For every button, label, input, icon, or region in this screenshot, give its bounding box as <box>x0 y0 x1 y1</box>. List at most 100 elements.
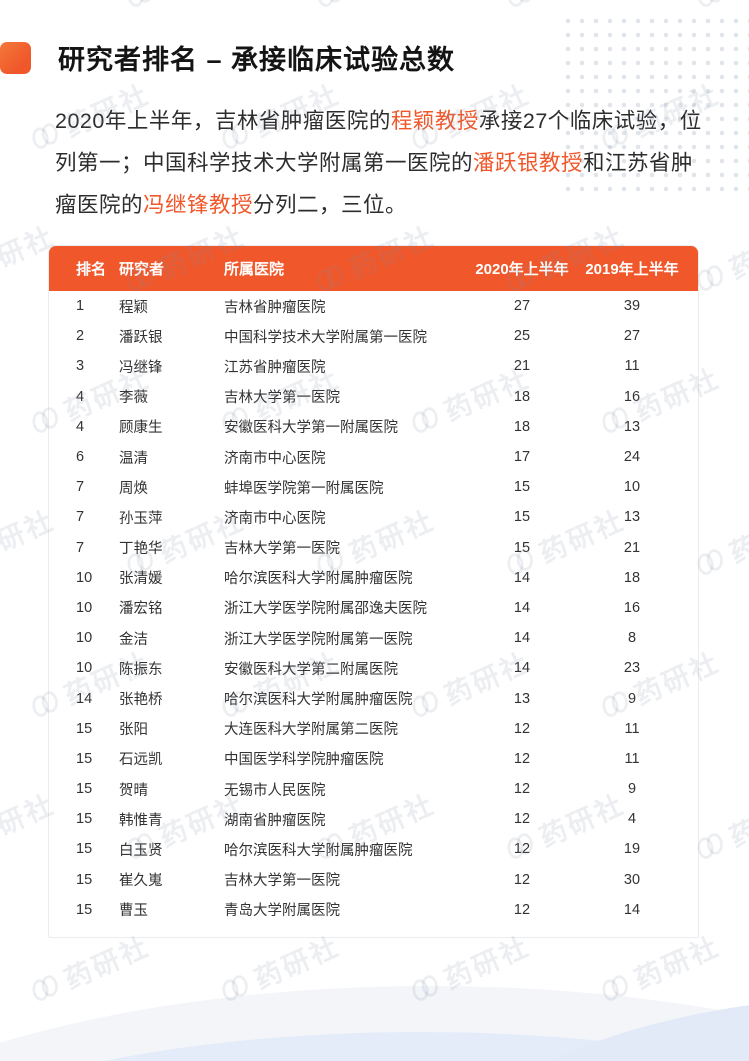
researcher-cell: 韩惟青 <box>119 812 163 829</box>
count-2019-cell: 24 <box>623 449 641 466</box>
count-2019-cell: 9 <box>627 690 637 707</box>
researcher-cell: 金洁 <box>119 631 148 648</box>
rank-cell: 4 <box>76 388 85 405</box>
count-2020-cell: 15 <box>513 539 531 556</box>
brand-logo-icon <box>127 0 153 7</box>
hospital-cell: 吉林省肿瘤医院 <box>224 299 326 316</box>
column-header-researcher: 研究者 <box>119 261 165 278</box>
rank-cell: 15 <box>76 841 93 858</box>
intro-text-segment: 分列二，三位。 <box>253 193 408 217</box>
count-2020-cell: 21 <box>513 358 531 375</box>
researcher-cell: 潘宏铭 <box>119 601 163 618</box>
count-2019-cell: 18 <box>623 569 641 586</box>
count-2020-cell: 12 <box>513 750 531 767</box>
hospital-cell: 浙江大学医学院附属第一医院 <box>224 631 413 648</box>
table-row: 3 冯继锋 江苏省肿瘤医院 21 11 <box>49 351 698 381</box>
count-2020-cell: 14 <box>513 660 531 677</box>
table-row: 15 石远凯 中国医学科学院肿瘤医院 12 11 <box>49 744 698 774</box>
intro-text-segment: 承接27个临床试验，位列第一；中国科学技术大学附属第一医院的 <box>55 109 702 175</box>
watermark: 药研社 <box>0 0 60 18</box>
count-2019-cell: 11 <box>624 720 640 737</box>
count-2020-cell: 14 <box>513 599 531 616</box>
researcher-cell: 程颖 <box>119 299 148 316</box>
page-header: 研究者排名 – 承接临床试验总数 <box>0 38 455 77</box>
table-row: 7 周焕 蚌埠医学院第一附属医院 15 10 <box>49 472 698 502</box>
rank-cell: 15 <box>76 750 93 767</box>
rank-cell: 15 <box>76 720 93 737</box>
count-2019-cell: 8 <box>627 630 637 647</box>
rank-cell: 4 <box>76 418 85 435</box>
hospital-cell: 济南市中心医院 <box>224 510 326 527</box>
count-2019-cell: 14 <box>623 901 641 918</box>
rank-cell: 7 <box>76 539 85 556</box>
count-2020-cell: 15 <box>513 509 531 526</box>
watermark: 药研社 <box>118 0 251 18</box>
rank-cell: 10 <box>76 599 93 616</box>
researcher-cell: 曹玉 <box>119 903 148 920</box>
count-2019-cell: 30 <box>623 871 641 888</box>
count-2020-cell: 12 <box>513 811 531 828</box>
watermark-text: 药研社 <box>725 221 749 286</box>
count-2019-cell: 23 <box>623 660 641 677</box>
column-header-hospital: 所属医院 <box>224 261 285 278</box>
watermark-text: 药研社 <box>722 0 749 3</box>
brand-logo-icon <box>507 0 533 7</box>
researcher-cell: 孙玉萍 <box>119 510 163 527</box>
brand-logo-icon <box>317 0 343 7</box>
rank-cell: 15 <box>76 871 93 888</box>
hospital-cell: 青岛大学附属医院 <box>224 903 340 920</box>
hospital-cell: 吉林大学第一医院 <box>224 390 340 407</box>
rank-cell: 10 <box>76 569 93 586</box>
count-2020-cell: 14 <box>513 569 531 586</box>
count-2019-cell: 16 <box>623 388 641 405</box>
intro-text-segment: 和江苏省肿瘤医院的 <box>55 151 694 217</box>
rank-cell: 14 <box>76 690 93 707</box>
count-2019-cell: 21 <box>623 539 641 556</box>
count-2019-cell: 39 <box>623 298 641 315</box>
researcher-cell: 温清 <box>119 450 148 467</box>
count-2020-cell: 12 <box>513 841 531 858</box>
ranking-table: 排名 研究者 所属医院 2020年上半年 2019年上半年 1 程颖 吉林省肿瘤医院… <box>48 245 699 938</box>
table-row: 15 张阳 大连医科大学附属第二医院 12 11 <box>49 714 698 744</box>
table-row: 15 韩惟青 湖南省肿瘤医院 12 4 <box>49 804 698 834</box>
hospital-cell: 无锡市人民医院 <box>224 782 326 799</box>
count-2019-cell: 9 <box>627 781 637 798</box>
hospital-cell: 江苏省肿瘤医院 <box>224 359 326 376</box>
hospital-cell: 大连医科大学附属第二医院 <box>224 722 398 739</box>
count-2019-cell: 13 <box>623 418 641 435</box>
researcher-cell: 冯继锋 <box>119 359 163 376</box>
hospital-cell: 吉林大学第一医院 <box>224 873 340 890</box>
count-2020-cell: 12 <box>513 901 531 918</box>
watermark-text: 药研社 <box>532 0 630 3</box>
hospital-cell: 湖南省肿瘤医院 <box>224 812 326 829</box>
count-2019-cell: 10 <box>623 479 641 496</box>
table-row: 4 顾康生 安徽医科大学第一附属医院 18 13 <box>49 412 698 442</box>
researcher-cell: 潘跃银 <box>119 329 163 346</box>
count-2019-cell: 11 <box>624 358 640 375</box>
count-2020-cell: 27 <box>513 298 531 315</box>
count-2019-cell: 16 <box>623 599 641 616</box>
rank-cell: 7 <box>76 479 85 496</box>
rank-cell: 10 <box>76 660 93 677</box>
count-2020-cell: 12 <box>513 720 531 737</box>
rank-cell: 3 <box>76 358 85 375</box>
count-2020-cell: 17 <box>513 449 531 466</box>
count-2019-cell: 19 <box>623 841 641 858</box>
brand-logo-icon <box>32 975 58 1001</box>
watermark-text: 药研社 <box>725 789 749 854</box>
watermark-text: 药研社 <box>342 0 440 3</box>
hospital-cell: 哈尔滨医科大学附属肿瘤医院 <box>224 842 413 859</box>
count-2019-cell: 11 <box>624 750 640 767</box>
table-row: 10 金洁 浙江大学医学院附属第一医院 14 8 <box>49 623 698 653</box>
count-2019-cell: 27 <box>623 328 641 345</box>
count-2020-cell: 14 <box>513 630 531 647</box>
hospital-cell: 中国科学技术大学附属第一医院 <box>224 329 427 346</box>
researcher-cell: 张艳桥 <box>119 692 163 709</box>
hospital-cell: 哈尔滨医科大学附属肿瘤医院 <box>224 692 413 709</box>
brand-logo-icon <box>697 0 723 7</box>
table-row: 10 陈振东 安徽医科大学第二附属医院 14 23 <box>49 653 698 683</box>
hospital-cell: 安徽医科大学第二附属医院 <box>224 661 398 678</box>
count-2020-cell: 13 <box>513 690 531 707</box>
table-row: 6 温清 济南市中心医院 17 24 <box>49 442 698 472</box>
